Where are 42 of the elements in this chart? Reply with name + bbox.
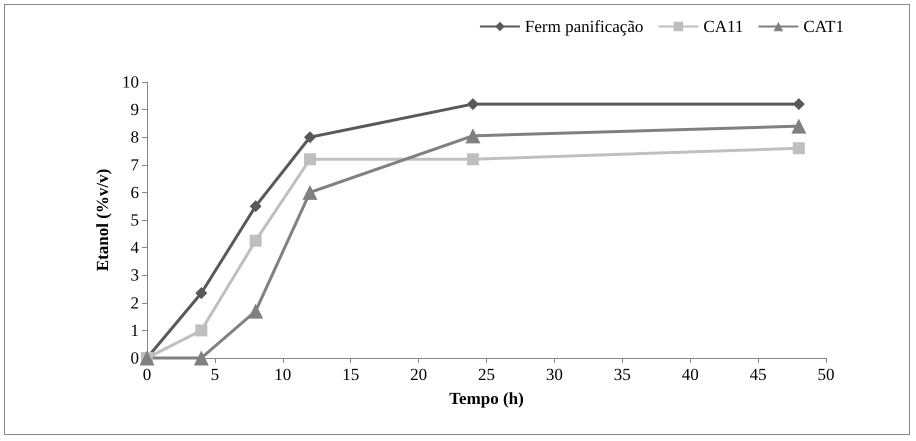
x-tick-label: 0 (142, 365, 152, 384)
y-tick-label: 4 (130, 238, 140, 258)
y-tick-label: 7 (130, 155, 140, 174)
point (195, 287, 208, 300)
point (195, 324, 208, 336)
x-tick-label: 40 (682, 365, 699, 384)
point (248, 304, 264, 319)
point (792, 98, 805, 110)
point (466, 153, 479, 166)
x-tick-label: 45 (750, 365, 767, 384)
point (792, 142, 805, 154)
y-tick-label: 5 (130, 210, 139, 230)
x-tick-label: 10 (274, 365, 292, 384)
y-axis-title: Etanol (%v/v) (93, 168, 112, 272)
point (302, 184, 318, 200)
y-tick-label: 10 (122, 72, 139, 92)
y-tick-label: 2 (130, 293, 139, 312)
y-tick-label: 3 (130, 266, 139, 285)
x-tick-label: 5 (210, 365, 220, 384)
legend-label: Ferm panificação (524, 17, 644, 36)
y-tick-label: 9 (130, 100, 139, 120)
x-tick-label: 20 (410, 365, 428, 384)
point (466, 98, 479, 110)
y-tick-label: 8 (130, 128, 139, 147)
y-tick-label: 6 (130, 182, 139, 202)
legend-label: CA11 (703, 17, 744, 36)
point (250, 200, 262, 212)
point (304, 131, 316, 144)
x-tick-label: 30 (546, 365, 563, 384)
point (250, 234, 262, 247)
x-tick-label: 35 (614, 365, 631, 384)
y-tick-label: 0 (130, 348, 139, 368)
point (465, 128, 480, 144)
legend-label: CAT1 (803, 17, 844, 36)
x-tick-label: 25 (478, 365, 495, 384)
x-axis-title: Tempo (h) (449, 389, 524, 408)
x-tick-label: 50 (818, 365, 834, 384)
y-tick-label: 1 (130, 320, 139, 340)
point (791, 118, 806, 134)
point (304, 153, 316, 166)
point (194, 350, 209, 366)
x-tick-label: 15 (342, 365, 360, 384)
